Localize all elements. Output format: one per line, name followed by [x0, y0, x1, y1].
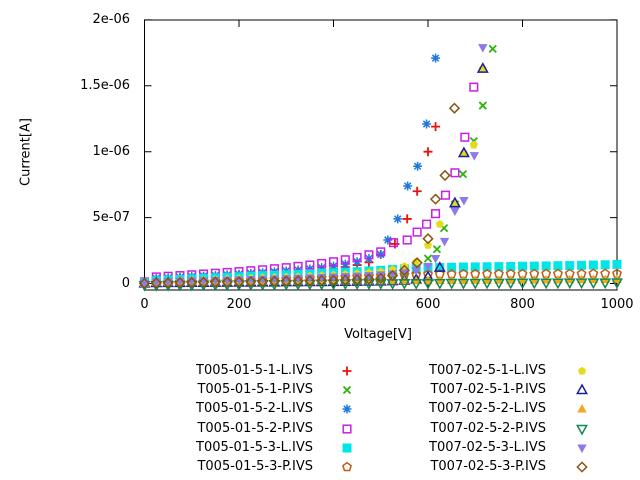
legend-marker-open-pentagon	[342, 461, 352, 472]
series-T005-01-5-1-L.IVS	[140, 122, 441, 288]
x-tick-label: 400	[321, 297, 346, 312]
y-axis-title: Current[A]	[18, 118, 34, 186]
x-tick-label: 600	[415, 297, 441, 312]
x-tick-label: 0	[140, 297, 149, 312]
legend-label: T007-02-5-1-L.IVS	[429, 363, 546, 378]
legend-label: T007-02-5-2-P.IVS	[430, 420, 546, 436]
legend-marker-filled-pentagon	[577, 366, 587, 375]
legend-label: T005-01-5-3-L.IVS	[196, 439, 313, 455]
y-tick-label: 2e-06	[92, 12, 130, 28]
legend-marker-open-triangle-down	[576, 424, 588, 436]
legend-marker-open-diamond	[576, 461, 588, 473]
y-tick-label: 1e-06	[92, 144, 130, 160]
legend-marker-plus	[342, 366, 352, 376]
series-T005-01-5-2-L.IVS	[140, 53, 441, 287]
legend-label: T005-01-5-2-L.IVS	[196, 401, 313, 417]
x-axis-title: Voltage[V]	[344, 327, 412, 342]
legend-label: T005-01-5-1-L.IVS	[196, 363, 313, 378]
legend-label: T007-02-5-3-P.IVS	[430, 459, 546, 474]
series-T007-02-5-1-P.IVS	[138, 62, 489, 288]
x-tick-label: 800	[510, 297, 535, 312]
legend-label: T005-01-5-2-P.IVS	[197, 420, 313, 436]
series-T007-02-5-3-P.IVS	[138, 102, 461, 290]
legend-marker-cross	[342, 386, 352, 395]
y-tick-label: 5e-07	[92, 210, 130, 226]
series-T005-01-5-1-P.IVS	[140, 44, 497, 288]
legend-marker-filled-square	[342, 443, 352, 453]
legend-label: T007-02-5-2-L.IVS	[429, 401, 546, 417]
legend-marker-filled-triangle-down	[577, 444, 587, 453]
y-tick-label: 1.5e-06	[80, 78, 130, 94]
legend-label: T005-01-5-1-P.IVS	[197, 382, 313, 398]
x-tick-label: 1000	[600, 297, 634, 312]
legend-label: T007-02-5-1-P.IVS	[430, 382, 546, 398]
x-tick-label: 200	[226, 297, 252, 312]
legend-label: T005-01-5-3-P.IVS	[197, 459, 313, 474]
legend-marker-open-triangle-up	[576, 383, 588, 395]
legend-marker-open-square	[342, 424, 352, 434]
legend-marker-asterisk	[342, 404, 352, 414]
plot-border	[144, 19, 618, 291]
legend-marker-filled-triangle-up	[577, 404, 587, 413]
legend-label: T007-02-5-3-L.IVS	[429, 439, 546, 455]
series-T007-02-5-1-L.IVS	[140, 64, 487, 287]
y-tick-label: 0	[121, 276, 130, 291]
series-T005-01-5-2-P.IVS	[139, 82, 479, 287]
